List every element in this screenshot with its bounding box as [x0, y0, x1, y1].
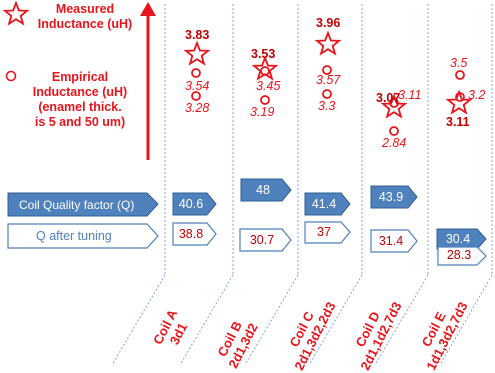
q-tuned-value: 31.4 [378, 234, 404, 248]
q-tuned-value: 28.3 [446, 248, 472, 262]
empirical-value: 3.45 [256, 79, 281, 93]
separator-slant [111, 274, 166, 365]
circle-icon [322, 65, 332, 75]
circle-icon [389, 98, 399, 108]
measured-legend-label: Measured Inductance (uH) [37, 2, 133, 31]
q-box-shape [436, 228, 487, 250]
star-icon [314, 30, 342, 56]
q-tuned-value: 38.8 [178, 227, 204, 241]
separator-slant [308, 274, 363, 365]
q-value: 41.4 [311, 197, 337, 211]
empirical-legend-line: is 5 and 50 um) [34, 115, 126, 129]
empirical-value: 3.2 [468, 88, 486, 102]
inductance-axis-arrow [140, 2, 156, 160]
empirical-value: 3.11 [398, 88, 422, 102]
circle-icon [191, 68, 201, 78]
column-separators [111, 4, 493, 365]
separator-slant [374, 274, 429, 365]
measured-value: 3.07 [376, 91, 401, 105]
empirical-legend-line: Inductance (uH) [32, 85, 128, 99]
star-icon [183, 40, 211, 66]
empirical-value: 3.28 [185, 101, 210, 115]
q-value: 40.6 [178, 197, 204, 211]
circle-icon [455, 92, 465, 102]
q-tuned-box-shape [239, 228, 292, 252]
separator-slant [439, 274, 493, 365]
empirical-legend-line: Empirical [51, 70, 109, 84]
diagram-graphics [2, 0, 493, 365]
empirical-value: 3.54 [185, 79, 210, 93]
q-tuned-box-shape [437, 246, 487, 266]
q-tuned-value: 30.7 [249, 233, 275, 247]
measured-value: 3.83 [185, 28, 210, 42]
circle-icon [260, 95, 270, 105]
measured-value: 3.11 [446, 115, 470, 129]
q-value: 48 [256, 183, 270, 197]
empirical-value: 3.19 [250, 105, 275, 119]
after-tuning-row-shape [7, 223, 159, 249]
quality-factor-label: Coil Quality factor (Q) [19, 198, 135, 212]
empirical-legend-label: Empirical Inductance (uH) (enamel thick.… [22, 70, 138, 130]
quality-factor-row-shape [7, 192, 159, 217]
empirical-value: 2.84 [382, 136, 407, 150]
empirical-value: 3.3 [318, 99, 336, 113]
circle-icon [389, 126, 399, 136]
measured-value: 3.96 [316, 16, 341, 30]
q-tuned-box-shape [304, 221, 351, 244]
q-box-shape [172, 192, 217, 216]
separator-slant [179, 274, 234, 365]
star-icon [445, 89, 473, 115]
q-box-shape [240, 178, 292, 202]
star-icon [380, 93, 408, 119]
q-value: 43.9 [378, 190, 404, 204]
circle-icon [5, 70, 17, 82]
after-tuning-label: Q after tuning [36, 229, 112, 243]
q-box-shape [304, 192, 351, 216]
q-tuned-box-shape [370, 229, 418, 253]
empirical-value: 3.57 [316, 73, 341, 87]
separator-slant [244, 274, 299, 365]
circle-icon [260, 66, 270, 76]
q-tuned-value: 37 [317, 225, 331, 239]
empirical-value: 3.5 [450, 56, 468, 70]
measured-value: 3.53 [251, 47, 276, 61]
q-box-shape [370, 185, 418, 209]
q-value: 30.4 [445, 232, 471, 246]
empirical-legend-line: (enamel thick. [38, 100, 122, 114]
circle-icon [455, 70, 465, 80]
circle-icon [191, 91, 201, 101]
circle-icon [322, 89, 332, 99]
star-icon [2, 0, 30, 26]
q-tuned-box-shape [172, 222, 217, 246]
